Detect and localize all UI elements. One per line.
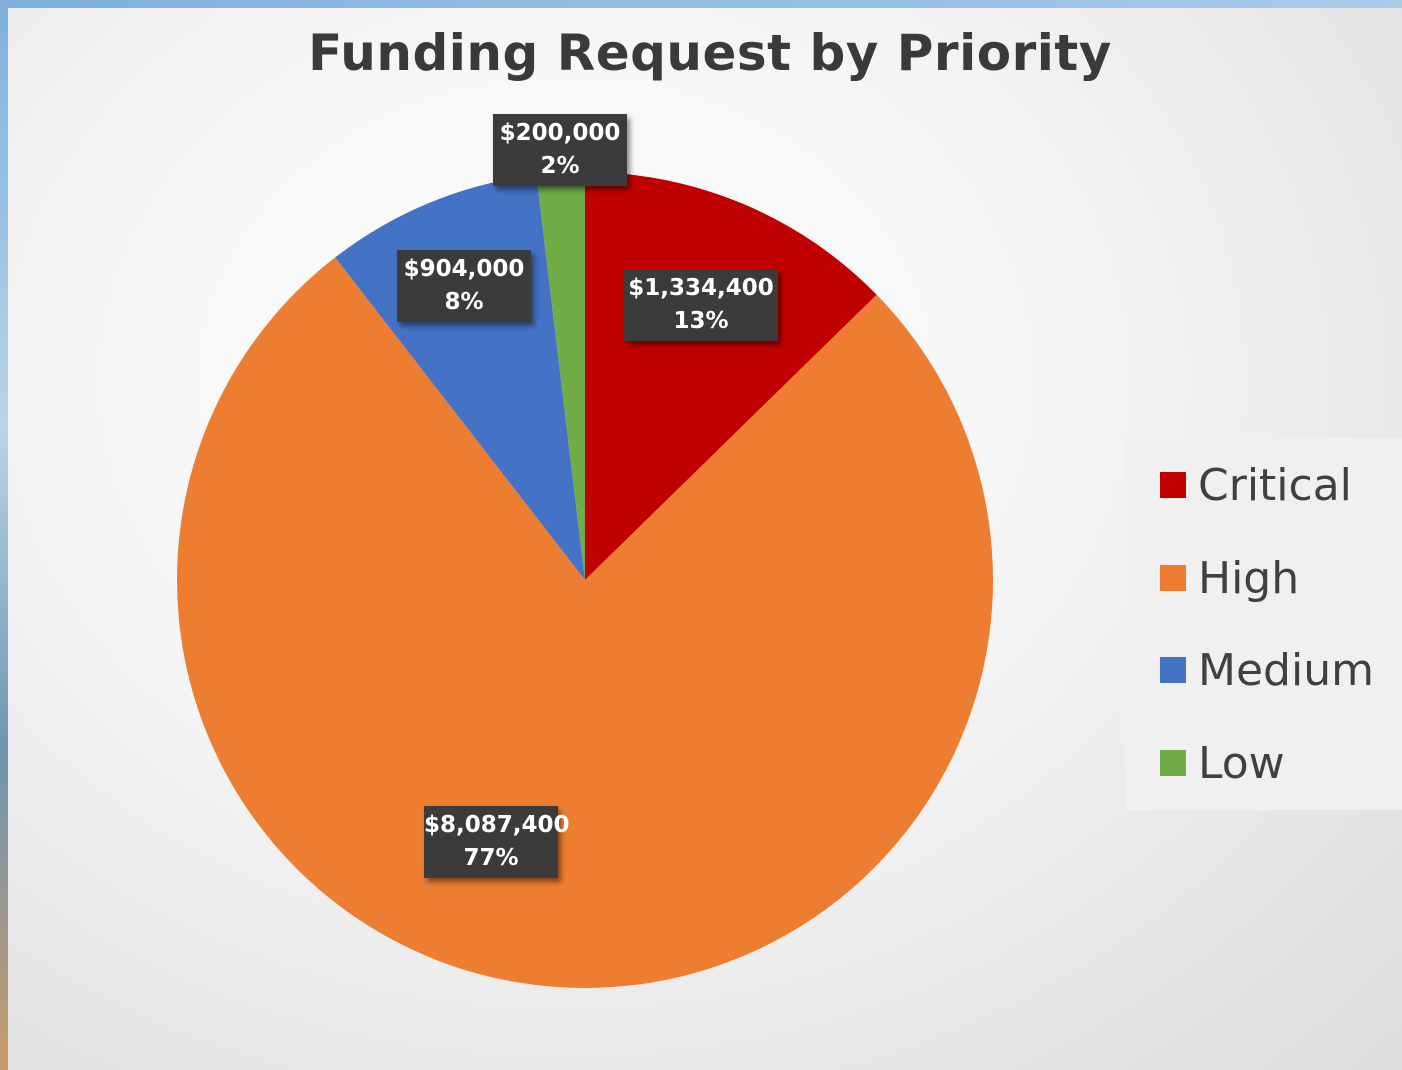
data-label-percent: 77%	[463, 845, 519, 871]
legend-item-low: Low	[1160, 733, 1285, 793]
legend-item-critical: Critical	[1160, 455, 1352, 515]
data-label-critical: $1,334,400 13%	[624, 269, 778, 341]
legend-item-medium: Medium	[1160, 640, 1374, 700]
legend-label-medium: Medium	[1198, 644, 1374, 696]
data-label-percent: 8%	[444, 289, 484, 315]
data-label-value: $904,000	[403, 256, 525, 282]
data-label-value: $200,000	[499, 120, 621, 146]
pie-slice-low	[536, 172, 585, 580]
legend-item-high: High	[1160, 548, 1299, 608]
legend-swatch-high	[1160, 565, 1186, 591]
pie-slice-high	[176, 257, 994, 989]
legend-label-high: High	[1198, 552, 1300, 604]
data-label-value: $8,087,400	[424, 812, 570, 838]
data-label-percent: 13%	[673, 308, 729, 334]
legend-label-low: Low	[1198, 737, 1285, 789]
legend-swatch-medium	[1160, 657, 1186, 683]
window-frame-top	[0, 0, 1402, 8]
legend: Critical High Medium Low	[1126, 438, 1402, 810]
data-label-value: $1,334,400	[628, 275, 774, 301]
data-label-high: $8,087,400 77%	[424, 806, 570, 878]
legend-label-critical: Critical	[1198, 459, 1352, 511]
legend-swatch-critical	[1160, 472, 1186, 498]
chart-title: Funding Request by Priority	[308, 24, 1112, 82]
data-label-medium: $904,000 8%	[397, 250, 531, 322]
data-label-low: $200,000 2%	[493, 114, 627, 186]
background-photo-strip	[0, 0, 8, 1070]
data-label-percent: 2%	[540, 153, 580, 179]
legend-swatch-low	[1160, 750, 1186, 776]
